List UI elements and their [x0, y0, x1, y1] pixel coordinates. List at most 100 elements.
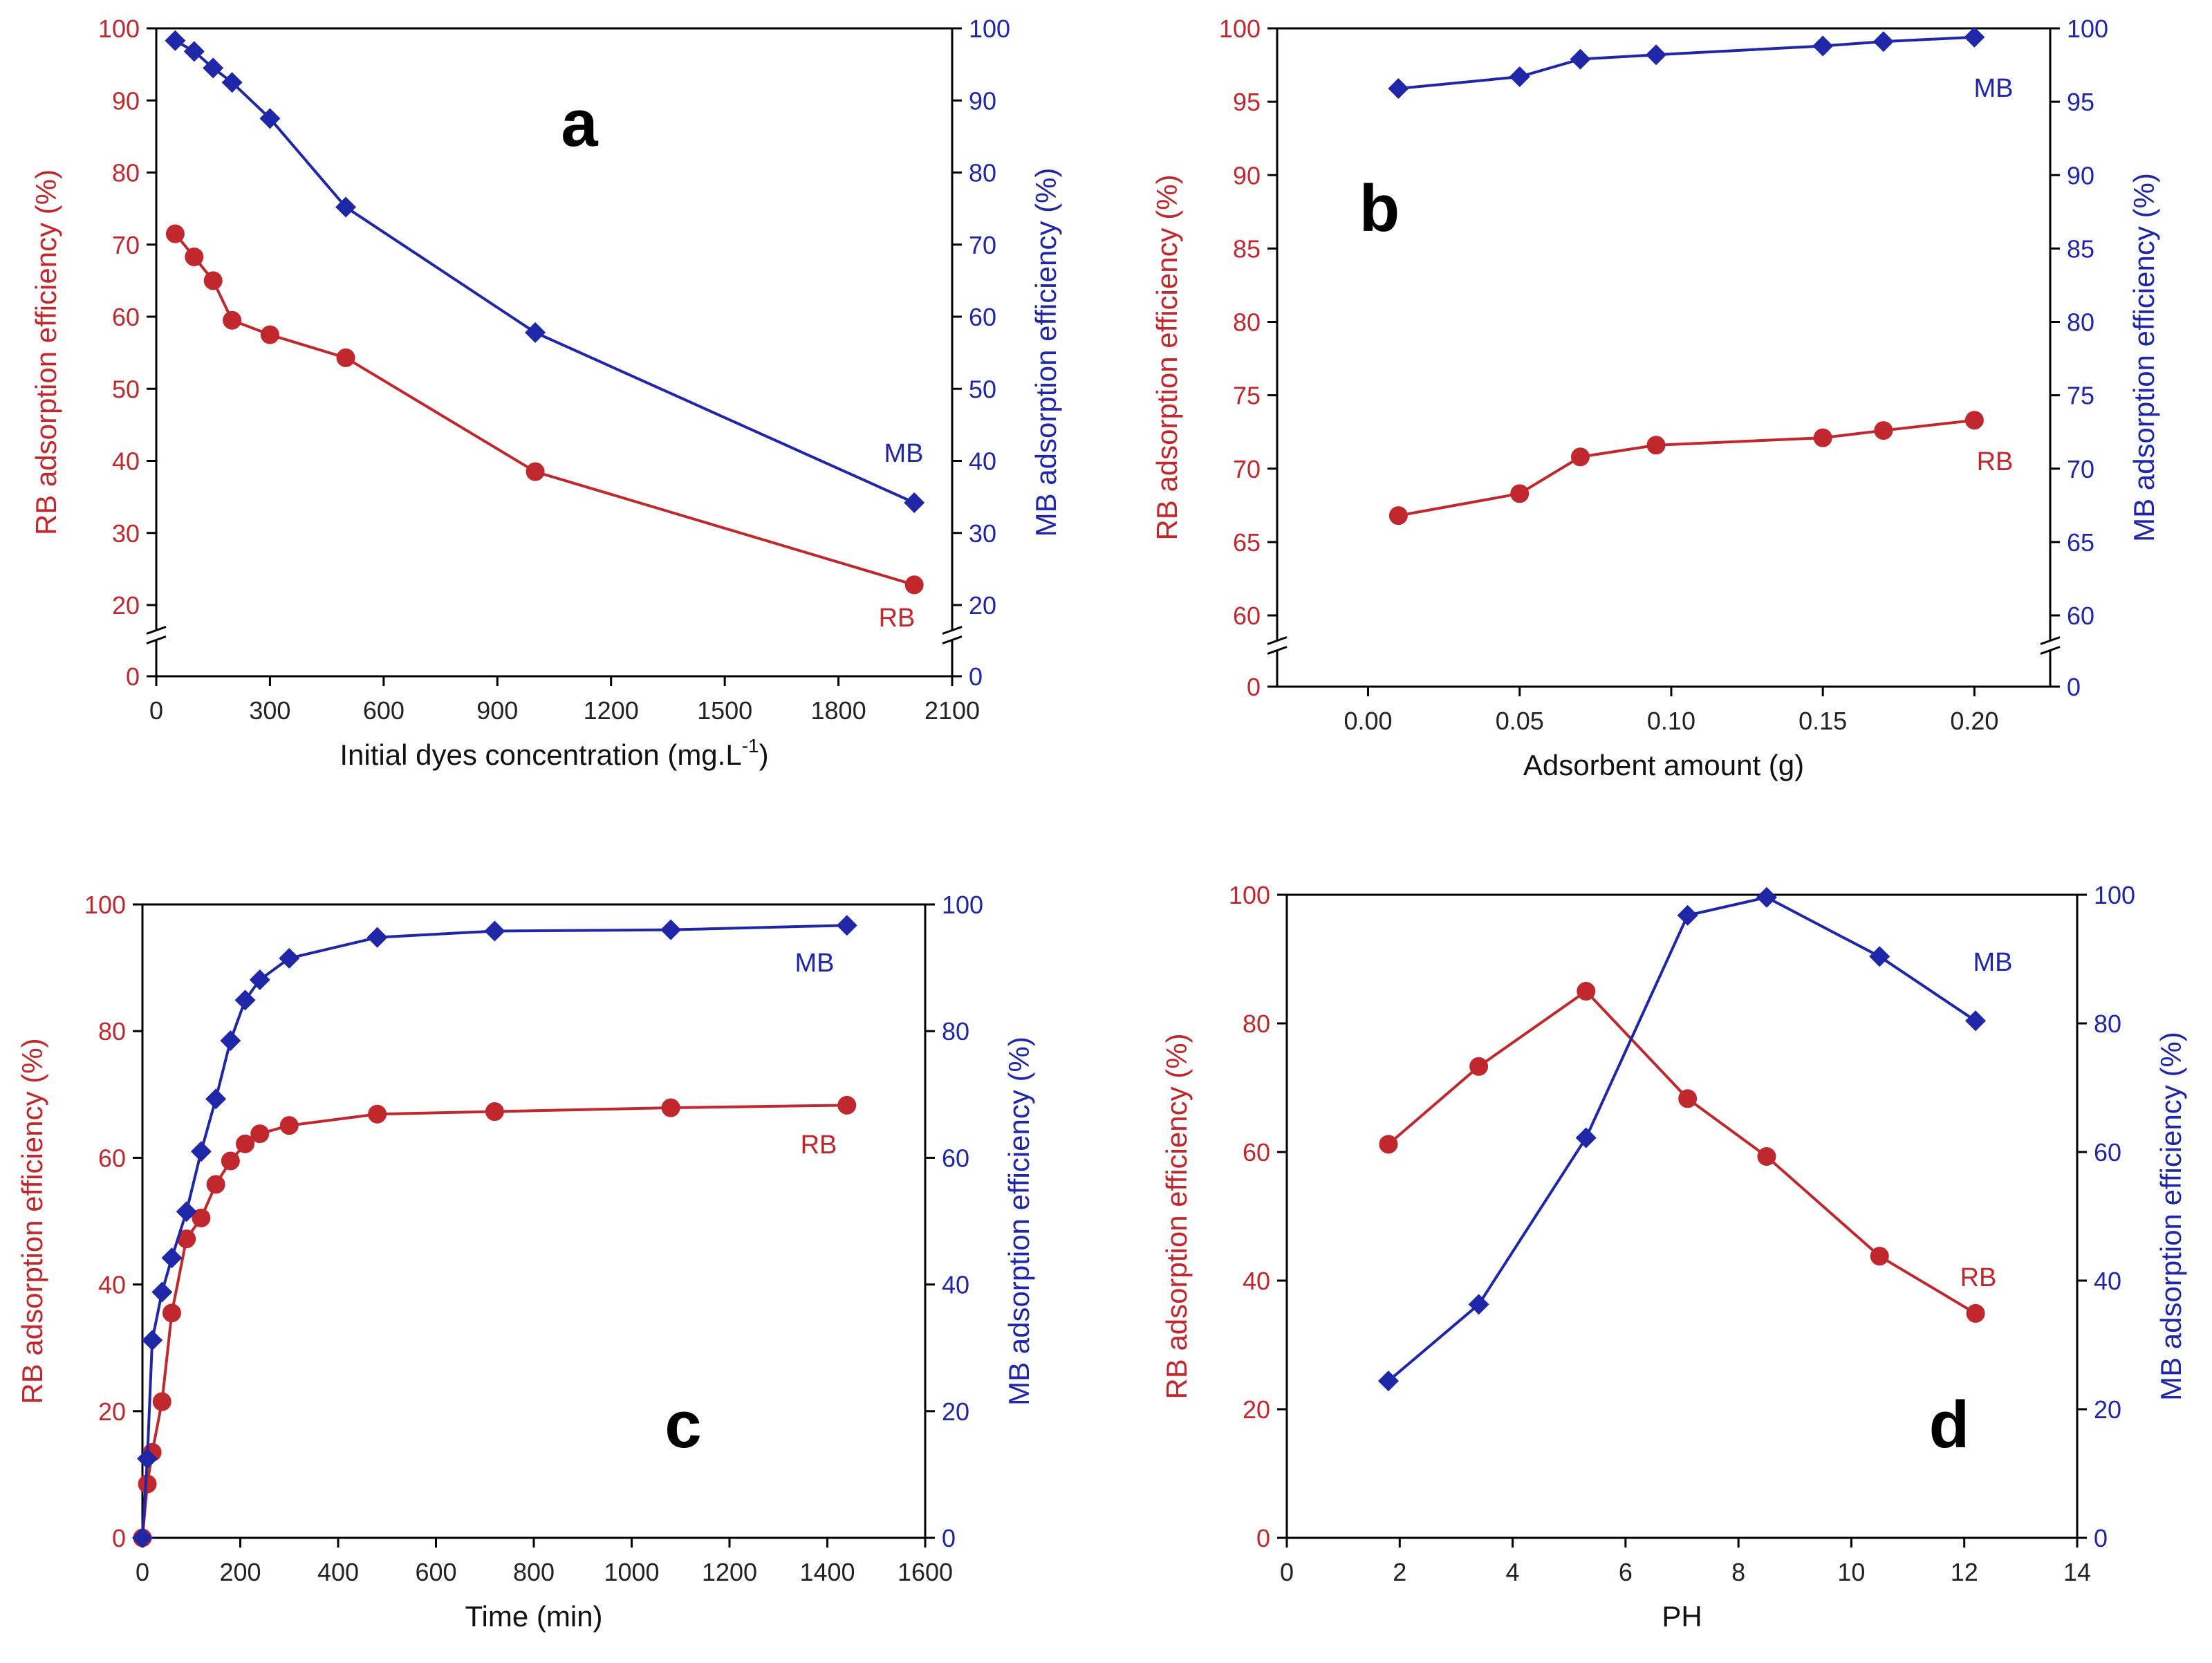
- y-tick-label-right: 95: [2067, 88, 2094, 116]
- data-point-mb: [1570, 48, 1591, 70]
- series-label-rb: RB: [801, 1131, 837, 1160]
- y-tick-label-right: 100: [942, 891, 983, 919]
- y-tick-label-left: 80: [98, 1017, 126, 1046]
- data-point-mb: [1869, 946, 1890, 967]
- data-point-rb: [192, 1208, 211, 1227]
- y-tick-label-right: 20: [2094, 1395, 2121, 1424]
- y-tick-label-right: 65: [2067, 528, 2094, 557]
- x-tick-label: 0: [149, 696, 163, 725]
- x-tick-label: 0.10: [1647, 707, 1695, 735]
- data-point-rb: [1510, 484, 1530, 503]
- data-point-mb: [1756, 886, 1777, 908]
- y-tick-label-right: 30: [969, 519, 996, 548]
- y-tick-label-left: 20: [112, 591, 140, 620]
- y-tick-label-right: 75: [2067, 382, 2094, 410]
- series-label-mb: MB: [884, 439, 924, 468]
- y-tick-label-left: 80: [1243, 1010, 1270, 1038]
- data-point-rb: [904, 575, 924, 595]
- panel-b: 0.00 0.05 0.10 0.15 0.20 0 0 60 60 65 65 70 70 75 75 80…: [1151, 15, 2160, 781]
- series-label-rb: RB: [1977, 447, 2014, 476]
- y-tick-label-right: 60: [2067, 602, 2094, 630]
- data-point-rb: [1757, 1147, 1776, 1167]
- x-tick-label: 600: [363, 696, 405, 725]
- y-tick-label-left: 60: [1243, 1138, 1270, 1167]
- y-tick-label-right: 40: [942, 1271, 969, 1299]
- data-point-mb: [1377, 1371, 1399, 1392]
- y-axis-title-left: RB adsorption efficiency (%): [1160, 1033, 1193, 1399]
- y-tick-label-left: 60: [112, 303, 140, 331]
- series-label-mb: MB: [1974, 74, 2014, 103]
- y-tick-label-right: 90: [969, 86, 996, 115]
- data-point-rb: [1678, 1089, 1698, 1108]
- data-point-mb: [660, 919, 682, 940]
- y-tick-label-right: 0: [2067, 673, 2081, 701]
- x-tick-label: 12: [1951, 1558, 1978, 1586]
- data-point-rb: [1966, 1303, 1985, 1323]
- series-mb: [165, 30, 925, 513]
- y-tick-label-left: 85: [1233, 234, 1261, 263]
- y-axis-title-right: MB adsorption efficiency (%): [1030, 168, 1062, 537]
- y-axis-title-left: RB adsorption efficiency (%): [1151, 174, 1183, 540]
- y-tick-label-right: 80: [969, 159, 996, 187]
- y-tick-label-left: 70: [112, 231, 140, 259]
- series-label-rb: RB: [879, 604, 916, 633]
- x-tick-label: 0: [1280, 1558, 1294, 1586]
- y-tick-label-left: 40: [1243, 1267, 1270, 1295]
- y-tick-label-right: 85: [2067, 234, 2094, 263]
- data-point-mb: [132, 1527, 153, 1548]
- y-tick-label-left: 20: [1243, 1395, 1270, 1424]
- axes: [141, 903, 927, 1539]
- x-tick-label: 600: [415, 1558, 456, 1586]
- data-point-rb: [206, 1175, 225, 1194]
- data-point-rb: [221, 1151, 240, 1171]
- series-rb: [165, 224, 924, 595]
- data-point-rb: [165, 224, 185, 243]
- data-point-mb: [234, 990, 256, 1011]
- x-tick-label: 1000: [604, 1558, 659, 1586]
- data-point-mb: [249, 969, 270, 991]
- series-line-mb: [174, 39, 916, 504]
- data-point-rb: [1469, 1057, 1489, 1076]
- data-point-mb: [484, 920, 505, 942]
- data-point-rb: [661, 1098, 680, 1117]
- data-point-mb: [183, 41, 205, 62]
- y-tick-label-right: 0: [2094, 1524, 2108, 1552]
- data-point-rb: [1964, 411, 1984, 430]
- x-tick-label: 0.05: [1496, 707, 1544, 735]
- y-tick-label-right: 20: [942, 1397, 969, 1426]
- data-point-rb: [1646, 436, 1666, 455]
- y-tick-label-left: 100: [1219, 15, 1261, 43]
- y-tick-label-right: 60: [969, 303, 996, 331]
- y-tick-label-right: 60: [2094, 1138, 2121, 1167]
- data-point-rb: [223, 310, 242, 330]
- y-tick-label-right: 80: [942, 1017, 969, 1046]
- y-axis-title-right: MB adsorption efficiency (%): [1003, 1037, 1035, 1406]
- y-tick-label-left: 40: [98, 1271, 126, 1299]
- series-label-mb: MB: [795, 949, 835, 978]
- data-point-rb: [152, 1392, 171, 1411]
- data-point-mb: [1964, 26, 1985, 48]
- data-point-mb: [165, 30, 186, 51]
- y-tick-label-left: 70: [1233, 455, 1261, 483]
- axis-break-mark: [942, 626, 963, 635]
- panel-letter: c: [664, 1388, 701, 1462]
- x-tick-label: 200: [219, 1558, 261, 1586]
- x-axis-title: Adsorbent amount (g): [1523, 749, 1804, 781]
- y-tick-label-left: 90: [112, 86, 140, 115]
- x-tick-label: 2100: [924, 696, 980, 725]
- data-point-mb: [836, 915, 857, 936]
- data-point-rb: [837, 1095, 857, 1115]
- data-point-mb: [259, 108, 281, 129]
- axis-break-mark: [1267, 646, 1288, 655]
- x-tick-label: 900: [476, 696, 518, 725]
- y-tick-label-left: 95: [1233, 88, 1261, 116]
- series-line-mb: [141, 924, 847, 1539]
- data-point-mb: [203, 57, 224, 79]
- y-tick-label-left: 0: [126, 662, 140, 691]
- data-point-rb: [1388, 506, 1408, 526]
- data-point-mb: [1575, 1127, 1597, 1149]
- data-point-rb: [1570, 447, 1590, 467]
- x-tick-label: 1800: [811, 696, 866, 725]
- data-point-rb: [1874, 421, 1893, 440]
- data-point-mb: [1965, 1010, 1987, 1032]
